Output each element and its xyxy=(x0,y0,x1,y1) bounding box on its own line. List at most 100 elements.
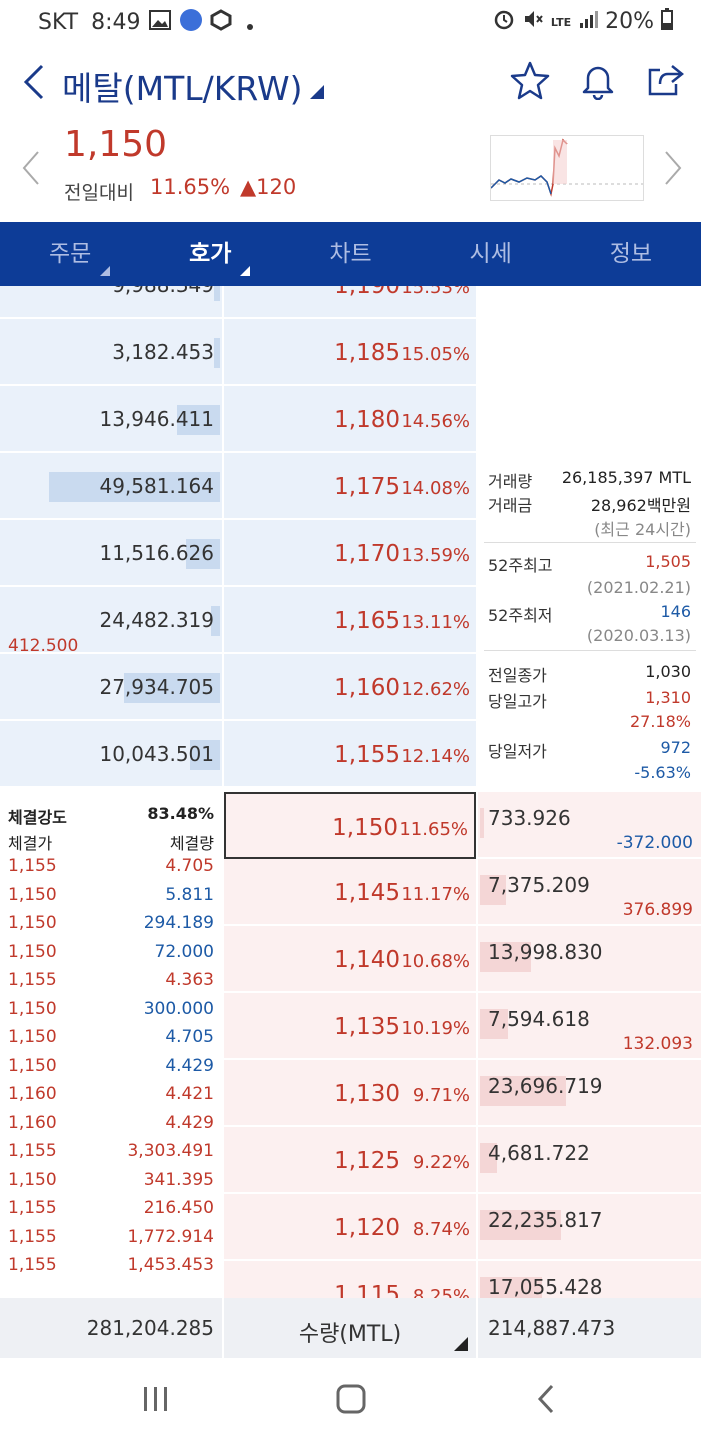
ask-qty: 13,946.411 xyxy=(99,406,214,431)
day-high-pct: 27.18% xyxy=(629,712,691,731)
carrier-label: SKT xyxy=(38,10,79,35)
bid-percent: 9.71% xyxy=(412,1084,470,1106)
bid-percent: 10.68% xyxy=(401,950,470,972)
trade-qty: 300.000 xyxy=(143,998,214,1019)
back-button[interactable] xyxy=(18,64,48,100)
home-icon[interactable] xyxy=(336,1384,366,1418)
ask-qty-cell: 27,934.705 xyxy=(0,654,222,721)
ask-price: 1,190 xyxy=(334,286,400,299)
alert-bell-icon[interactable] xyxy=(578,60,618,101)
day-high-label: 당일고가 xyxy=(488,692,547,711)
time-label: 8:49 xyxy=(91,10,141,35)
trade-qty: 4.705 xyxy=(165,1027,214,1047)
low52-date: (2020.03.13) xyxy=(586,626,691,645)
trade-qty: 4.429 xyxy=(165,1055,214,1076)
bid-percent: 11.17% xyxy=(401,883,470,905)
bid-qty-cell: 23,696.719 xyxy=(478,1060,701,1127)
status-right: LTE 20% xyxy=(493,8,673,36)
unit-selector[interactable]: 수량(MTL) xyxy=(298,1322,402,1347)
bid-qty-bar xyxy=(480,941,532,972)
bid-price-cell[interactable]: 1,140 10.68% xyxy=(224,926,476,993)
ask-price: 1,180 xyxy=(334,406,400,433)
ask-qty-cell: 13,946.411 xyxy=(0,386,222,453)
ask-price-cell[interactable]: 1,185 15.05% xyxy=(224,319,476,386)
trade-row: 1,150 300.000 xyxy=(8,999,214,1027)
high52-value: 1,505 xyxy=(645,552,691,571)
ask-percent: 15.05% xyxy=(401,343,470,365)
trade-row: 1,150 4.429 xyxy=(8,1056,214,1084)
recent-apps-icon[interactable] xyxy=(142,1386,170,1416)
next-coin-arrow-icon[interactable] xyxy=(664,150,682,190)
ask-percent: 12.14% xyxy=(401,745,470,767)
prev-coin-arrow-icon[interactable] xyxy=(22,150,40,190)
trade-qty-header: 체결량 xyxy=(169,834,214,853)
trade-price: 1,160 xyxy=(8,1112,57,1133)
back-nav-icon[interactable] xyxy=(536,1384,556,1418)
trade-price: 1,160 xyxy=(8,1084,57,1104)
trade-price: 1,155 xyxy=(8,856,57,876)
tab-info[interactable]: 정보 xyxy=(561,222,701,286)
prev-close-label: 전일종가 xyxy=(488,666,547,685)
trade-row: 1,150 341.395 xyxy=(8,1170,214,1198)
bid-qty-bar xyxy=(480,1008,508,1039)
bid-price-cell[interactable]: 1,135 10.19% xyxy=(224,993,476,1060)
trade-qty: 4.363 xyxy=(165,970,214,990)
ask-percent: 14.08% xyxy=(401,477,470,499)
current-price-cell[interactable]: 1,150 11.65% xyxy=(224,792,476,859)
tab-order[interactable]: 주문 xyxy=(0,222,140,286)
bid-price-cell[interactable]: 1,145 11.17% xyxy=(224,859,476,926)
ask-qty: 27,934.705 xyxy=(99,674,214,699)
ask-price-cell[interactable]: 1,160 12.62% xyxy=(224,654,476,721)
bid-price-cell[interactable]: 1,115 8.25% xyxy=(224,1261,476,1298)
bid-price: 1,150 xyxy=(332,814,398,841)
ask-percent: 15.53% xyxy=(401,286,470,298)
trade-row: 1,160 4.421 xyxy=(8,1084,214,1112)
bid-qty-cell: 13,998.830 xyxy=(478,926,701,993)
coin-title[interactable]: 메탈(MTL/KRW) xyxy=(62,69,303,108)
trade-price: 1,150 xyxy=(8,941,57,962)
trade-price: 1,155 xyxy=(8,1198,57,1218)
bid-price: 1,145 xyxy=(334,879,400,906)
unit-dropdown-icon[interactable] xyxy=(454,1336,468,1355)
ask-qty-bar xyxy=(177,404,220,435)
ask-qty-cell: 10,043.501 xyxy=(0,721,222,788)
ask-price: 1,170 xyxy=(334,540,400,567)
change-amount: ▲120 xyxy=(240,175,297,199)
ask-qty-cell: 9,988.349 xyxy=(0,286,222,319)
trade-qty: 5.811 xyxy=(165,884,214,905)
period-note: (최근 24시간) xyxy=(594,520,691,539)
ask-price: 1,155 xyxy=(334,741,400,768)
tab-chart[interactable]: 차트 xyxy=(280,222,420,286)
mini-price-chart[interactable] xyxy=(490,135,644,201)
trade-row: 1,150 4.705 xyxy=(8,1027,214,1055)
day-low-pct: -5.63% xyxy=(634,763,691,782)
tab-order-corner-icon xyxy=(100,266,111,276)
ask-price: 1,185 xyxy=(334,339,400,366)
bid-qty-bar xyxy=(480,1276,543,1298)
signal-icon xyxy=(578,9,599,35)
mute-icon xyxy=(522,8,544,36)
volume-label: 거래량 xyxy=(488,472,533,491)
ask-price-cell[interactable]: 1,165 13.11% xyxy=(224,587,476,654)
ask-qty-cell: 49,581.164 xyxy=(0,453,222,520)
trade-price: 1,150 xyxy=(8,998,57,1019)
ask-price-cell[interactable]: 1,155 12.14% xyxy=(224,721,476,788)
ask-price-cell[interactable]: 1,19015.53% xyxy=(224,286,476,319)
ask-price-cell[interactable]: 1,170 13.59% xyxy=(224,520,476,587)
ask-price-cell[interactable]: 1,180 14.56% xyxy=(224,386,476,453)
bid-price-cell[interactable]: 1,125 9.22% xyxy=(224,1127,476,1194)
ask-qty-bar xyxy=(214,337,220,368)
favorite-star-icon[interactable] xyxy=(510,60,550,100)
tab-orderbook[interactable]: 호가 xyxy=(140,222,280,286)
tab-market-price[interactable]: 시세 xyxy=(421,222,561,286)
bid-qty-bar xyxy=(480,1209,562,1240)
market-dropdown-icon[interactable] xyxy=(310,84,324,103)
share-icon[interactable] xyxy=(646,60,686,100)
bid-price-cell[interactable]: 1,120 8.74% xyxy=(224,1194,476,1261)
ask-price-cell[interactable]: 1,175 14.08% xyxy=(224,453,476,520)
bid-qty: 7,375.209 xyxy=(488,872,590,897)
bid-price-cell[interactable]: 1,130 9.71% xyxy=(224,1060,476,1127)
current-price: 1,150 xyxy=(64,124,168,165)
strength-label: 체결강도 xyxy=(8,808,67,827)
bid-qty-cell: 4,681.722 xyxy=(478,1127,701,1194)
